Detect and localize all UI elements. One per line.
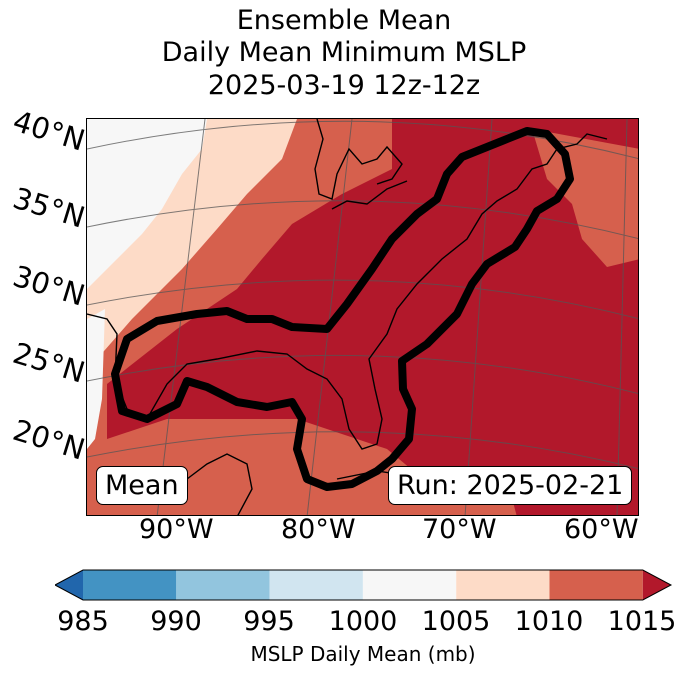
grid-lat-40 xyxy=(87,120,638,160)
lat-label-40: 40°N xyxy=(9,103,89,158)
mslp-region-1000 xyxy=(87,119,207,289)
gulf-coast xyxy=(87,133,608,450)
grid-lon-60 xyxy=(616,119,628,515)
colorbar-label: MSLP Daily Mean (mb) xyxy=(250,642,476,666)
colorbar-tick-1005: 1005 xyxy=(421,606,491,637)
lon-label-90: 90°W xyxy=(139,514,214,545)
colorbar-tick-1000: 1000 xyxy=(328,606,398,637)
mean-label: Mean xyxy=(96,466,188,505)
colorbar-segment-985-990 xyxy=(83,570,177,600)
great-lakes xyxy=(314,119,408,210)
colorbar-segment-995-1000 xyxy=(269,570,363,600)
mslp-contour-outline xyxy=(111,127,574,491)
colorbar-extend-low xyxy=(55,570,83,600)
colorbar xyxy=(55,569,673,601)
map-svg xyxy=(87,119,638,515)
lat-label-30: 30°N xyxy=(9,258,89,313)
lat-label-35: 35°N xyxy=(9,180,89,235)
colorbar-outline xyxy=(55,569,673,601)
lon-label-70: 70°W xyxy=(422,514,497,545)
colorbar-segment-1005-1010 xyxy=(456,570,550,600)
colorbar-segment-1010-1015 xyxy=(549,570,643,600)
colorbar-extend-high xyxy=(642,570,671,600)
colorbar-tick-990: 990 xyxy=(150,606,202,637)
lon-label-60: 60°W xyxy=(564,514,639,545)
grid-lat-25 xyxy=(87,354,638,395)
grid-lon-80 xyxy=(306,119,353,515)
colorbar-tick-985: 985 xyxy=(57,606,109,637)
lon-label-80: 80°W xyxy=(281,514,356,545)
lat-label-20: 20°N xyxy=(9,412,89,467)
colorbar-tick-1010: 1010 xyxy=(514,606,584,637)
title-line-2: Daily Mean Minimum MSLP xyxy=(161,37,527,68)
title-line-3: 2025-03-19 12z-12z xyxy=(207,70,481,101)
colorbar-tick-1015: 1015 xyxy=(607,606,677,637)
colorbar-segment-1000-1005 xyxy=(362,570,457,600)
grid-lat-20 xyxy=(87,431,638,470)
title-line-1: Ensemble Mean xyxy=(236,5,452,36)
colorbar-tick-995: 995 xyxy=(243,606,295,637)
run-date-label: Run: 2025-02-21 xyxy=(388,466,633,505)
grid-lon-70 xyxy=(464,119,493,515)
colorbar-segment-990-995 xyxy=(176,570,270,600)
lat-label-25: 25°N xyxy=(9,335,89,390)
map-panel xyxy=(86,118,639,516)
yucatan xyxy=(186,453,253,515)
grid-lat-35 xyxy=(87,200,638,240)
